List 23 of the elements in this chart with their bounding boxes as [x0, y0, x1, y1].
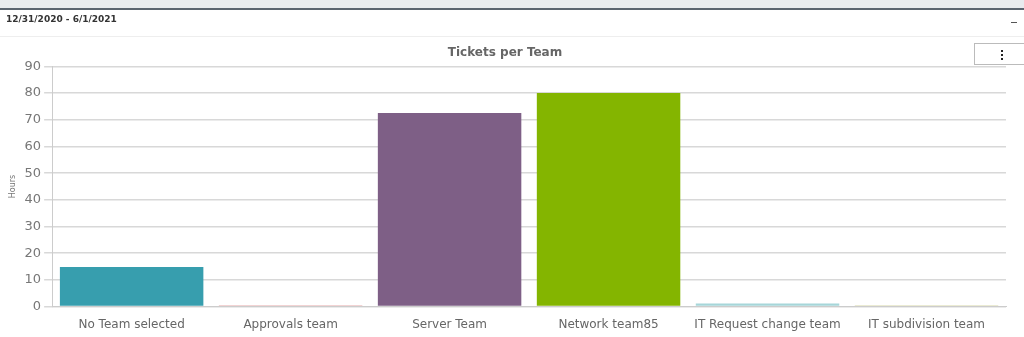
y-tick-label: 30 — [24, 217, 42, 233]
y-tick-label: 70 — [24, 111, 42, 127]
y-tick-label: 0 — [32, 297, 42, 313]
bar — [377, 113, 522, 306]
chart-title: Tickets per Team — [447, 45, 563, 60]
text: 12/31/2020 - 6/1/2021 — [6, 14, 117, 24]
bar — [536, 93, 681, 306]
y-tick-label: 80 — [24, 84, 42, 100]
x-tick-label: IT subdivision team — [868, 316, 986, 331]
bar — [695, 303, 840, 306]
x-tick-label: Server Team — [412, 316, 488, 331]
y-tick-label: 50 — [24, 164, 42, 180]
x-tick-label: IT Request change team — [694, 316, 841, 331]
y-tick-label: 90 — [24, 57, 42, 73]
y-axis-title: Hours — [7, 174, 17, 199]
x-tick-label: No Team selected — [78, 316, 185, 331]
bar — [59, 267, 204, 306]
y-tick-label: 20 — [24, 244, 42, 260]
y-tick-label: 10 — [24, 271, 42, 287]
y-tick-label: 40 — [24, 191, 42, 207]
y-tick-label: 60 — [24, 137, 42, 153]
x-tick-label: Network team85 — [558, 316, 659, 331]
x-tick-label: Approvals team — [243, 316, 338, 331]
